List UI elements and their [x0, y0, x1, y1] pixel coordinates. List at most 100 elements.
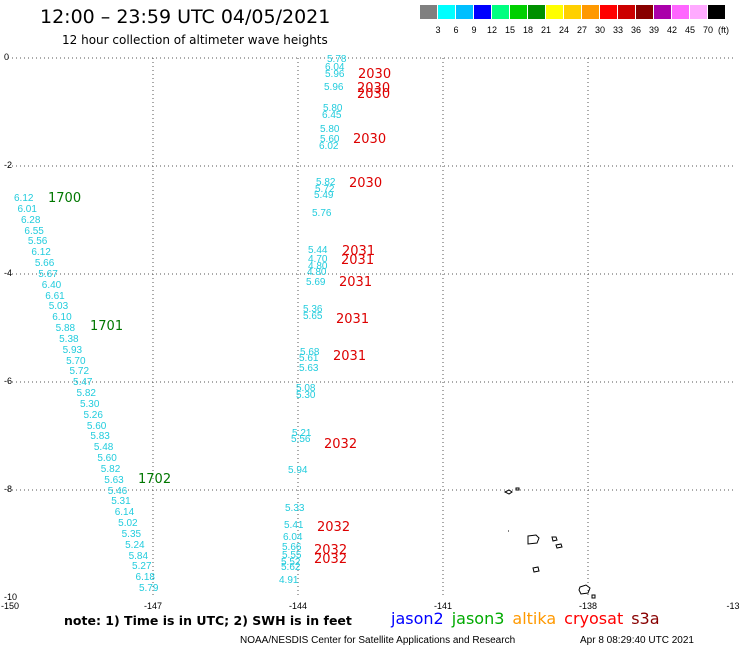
- wave-height-value: 5.83: [90, 431, 110, 443]
- footnote: note: 1) Time is in UTC; 2) SWH is in fe…: [64, 613, 352, 628]
- wave-height-value: 5.88: [55, 323, 76, 334]
- x-tick-label: -141: [433, 601, 452, 611]
- pass-time-label: 2031: [341, 253, 375, 268]
- satellite-legend: jason2 jason3 altika cryosat s3a: [391, 609, 668, 628]
- legend-cryosat: cryosat: [564, 609, 624, 628]
- scale-label: 45: [684, 25, 695, 35]
- scale-label: 33: [612, 25, 623, 35]
- scale-swatch: [618, 5, 635, 19]
- scale-label: 39: [648, 25, 659, 35]
- pass-time-label: 1702: [138, 472, 172, 487]
- wave-height-value: 5.48: [93, 442, 114, 454]
- wave-height-value: 6.12: [14, 193, 34, 204]
- legend-altika: altika: [512, 609, 557, 628]
- island-outline: [515, 487, 520, 491]
- wave-height-value: 5.33: [285, 503, 305, 514]
- wave-height-value: 5.02: [118, 518, 138, 529]
- wave-height-value: 5.30: [79, 398, 100, 410]
- wave-height-value: 5.66: [282, 542, 302, 553]
- scale-label: 42: [666, 25, 677, 35]
- scale-swatch: [510, 5, 527, 19]
- scale-swatch: [438, 5, 455, 19]
- wave-height-value: 5.60: [97, 453, 117, 464]
- wave-height-value: 5.67: [38, 268, 58, 280]
- wave-height-value: 5.82: [316, 177, 336, 188]
- wave-height-value: 5.21: [292, 428, 312, 439]
- wave-height-value: 4.91: [279, 575, 299, 586]
- wave-height-value: 5.70: [66, 355, 86, 367]
- wave-height-value: 6.61: [45, 290, 65, 302]
- wave-height-value: 5.69: [306, 277, 326, 288]
- wave-height-value: 5.63: [104, 474, 124, 486]
- scale-swatch: [546, 5, 563, 19]
- wave-height-value: 5.68: [300, 347, 320, 358]
- scale-swatch: [420, 5, 437, 19]
- wave-height-value: 5.62: [281, 562, 301, 573]
- scale-swatch: [474, 5, 491, 19]
- wave-height-value: 4.70: [308, 254, 328, 265]
- y-tick-label: -10: [4, 592, 18, 602]
- wave-height-value: 6.02: [319, 141, 339, 152]
- pass-time-label: 2030: [357, 87, 391, 102]
- credit-line: NOAA/NESDIS Center for Satellite Applica…: [240, 635, 516, 646]
- island-outline: [503, 489, 513, 495]
- pass-time-label: 2031: [342, 244, 376, 259]
- pass-time-label: 2031: [333, 349, 367, 364]
- wave-height-value: 6.45: [322, 110, 342, 121]
- scale-label: 30: [594, 25, 605, 35]
- pass-time-label: 2031: [339, 275, 373, 290]
- wave-height-value: 5.56: [291, 434, 311, 445]
- pass-time-label: 2031: [336, 312, 370, 327]
- scale-swatch: [456, 5, 473, 19]
- wave-height-value: 6.12: [31, 247, 51, 259]
- pass-time-label: 2030: [358, 67, 392, 82]
- pass-time-label: 1700: [48, 191, 82, 206]
- wave-height-value: 5.82: [76, 388, 96, 399]
- wave-height-value: 5.60: [320, 134, 340, 145]
- wave-height-value: 5.03: [48, 301, 69, 313]
- island-outline: [578, 584, 591, 595]
- scale-swatch: [564, 5, 581, 19]
- generated-timestamp: Apr 8 08:29:40 UTC 2021: [580, 635, 694, 646]
- scale-label: 18: [522, 25, 533, 35]
- x-tick-label: -150: [0, 601, 19, 611]
- wave-height-value: 5.26: [83, 409, 103, 421]
- scale-units: (ft): [718, 25, 729, 35]
- wave-height-value: 6.40: [41, 279, 62, 291]
- island-outline: [555, 543, 563, 549]
- wave-height-value: 6.18: [135, 572, 155, 584]
- wave-height-value: 5.72: [69, 366, 90, 378]
- island-outline: [527, 534, 540, 545]
- wave-height-value: 5.08: [296, 383, 316, 394]
- scale-swatch: [528, 5, 545, 19]
- x-tick-label: -144: [288, 601, 307, 611]
- scale-label: 21: [540, 25, 551, 35]
- pass-time-label: 2032: [317, 520, 351, 535]
- pass-time-label: 2030: [357, 81, 391, 96]
- island-outline: [532, 566, 540, 573]
- wave-height-value: 5.36: [303, 304, 323, 315]
- y-tick-label: -2: [4, 160, 13, 170]
- wave-height-value: 5.78: [327, 54, 347, 65]
- wave-height-value: 5.76: [312, 208, 332, 219]
- wave-height-value: 5.55: [282, 550, 302, 561]
- wave-height-value: 5.30: [296, 390, 316, 401]
- legend-jason2: jason2: [391, 609, 444, 628]
- map-title: 12:00 – 23:59 UTC 04/05/2021: [40, 6, 331, 28]
- wave-height-value: 5.49: [314, 190, 334, 201]
- wave-height-value: 5.96: [325, 69, 345, 80]
- wave-height-value: 5.56: [27, 236, 48, 248]
- pass-time-label: 2032: [324, 437, 358, 452]
- wave-height-value: 5.24: [125, 539, 145, 551]
- wave-height-value: 6.55: [24, 225, 44, 237]
- wave-height-value: 5.80: [323, 103, 343, 114]
- pass-time-label: 2030: [353, 132, 387, 147]
- scale-swatch: [654, 5, 671, 19]
- wave-height-value: 5.60: [86, 420, 107, 432]
- legend-jason3: jason3: [451, 609, 505, 628]
- wave-height-value: 5.47: [73, 377, 93, 389]
- pass-time-label: 2030: [349, 176, 383, 191]
- island-coastlines: [503, 487, 596, 599]
- scale-label: 24: [558, 25, 569, 35]
